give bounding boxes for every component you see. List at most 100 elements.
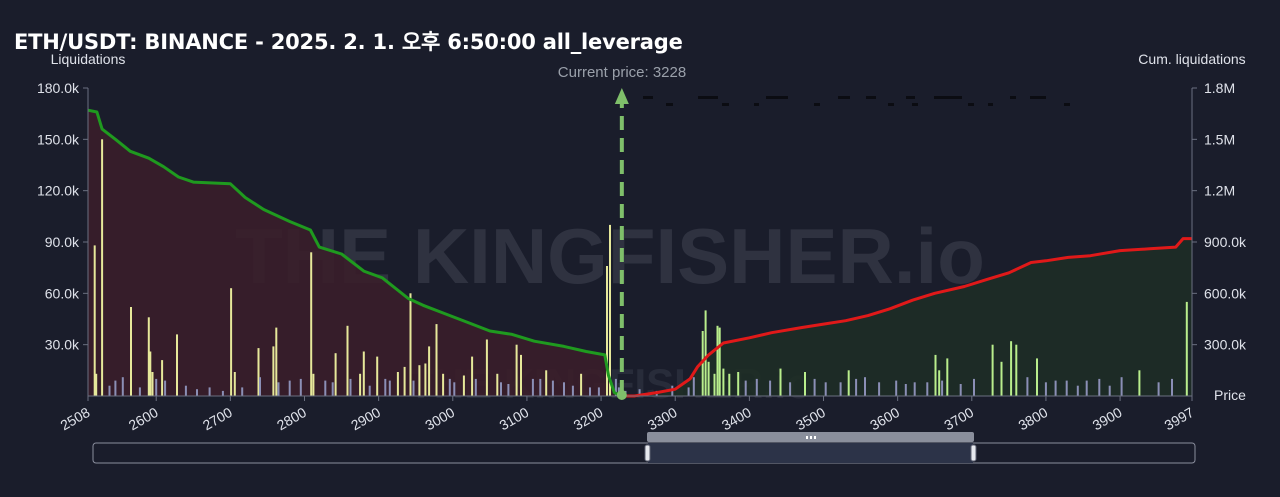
liquidation-bar-short xyxy=(769,380,772,396)
x-tick-label: 3997 xyxy=(1162,404,1197,434)
liquidation-bar-long xyxy=(563,382,565,396)
y-tick-label: 180.0k xyxy=(37,80,80,96)
liquidation-bar-short xyxy=(1108,385,1111,396)
liquidation-bar-long xyxy=(149,351,152,396)
liquidation-bar-long xyxy=(93,245,96,396)
range-slider-left-handle[interactable] xyxy=(644,444,651,462)
liquidation-bar-long xyxy=(147,317,150,396)
liquidation-bar-short xyxy=(707,361,710,396)
liquidation-bar-long xyxy=(589,387,591,396)
liquidation-bar-long xyxy=(331,382,334,396)
liquidation-bar-long xyxy=(388,380,391,396)
legend-remnant xyxy=(643,96,1070,106)
liquidation-bar-long xyxy=(208,387,211,396)
liquidation-bar-short xyxy=(1065,380,1068,396)
liquidation-bar-long xyxy=(442,373,445,396)
liquidation-bar-short xyxy=(701,331,704,396)
range-slider-window[interactable] xyxy=(648,443,973,463)
liquidation-bar-short xyxy=(687,387,690,396)
liquidation-bar-short xyxy=(1054,380,1057,396)
liquidation-bar-long xyxy=(257,348,260,396)
y2-tick-label: 600.0k xyxy=(1204,285,1247,301)
liquidation-bar-short xyxy=(1026,377,1029,396)
liquidation-bar-long xyxy=(471,356,474,396)
range-slider[interactable] xyxy=(92,432,1196,464)
liquidation-bar-short xyxy=(991,344,994,396)
liquidation-bar-short xyxy=(789,382,792,396)
liquidation-bar-long xyxy=(108,385,111,396)
liquidation-bar-long xyxy=(184,385,187,396)
y-axis-ticks: 30.0k 60.0k 90.0k 120.0k 150.0k 180.0k xyxy=(37,80,88,353)
liquidation-bar-long xyxy=(121,377,124,396)
liquidation-bar-long xyxy=(418,365,421,396)
liquidation-bars xyxy=(93,139,1188,397)
y-tick-label: 150.0k xyxy=(37,131,80,147)
liquidation-bar-short xyxy=(864,377,866,396)
liquidation-bar-long xyxy=(412,380,415,396)
x-tick-label: 2508 xyxy=(58,404,93,434)
y-tick-label: 120.0k xyxy=(37,183,80,199)
cum-long-line xyxy=(87,108,623,398)
liquidation-bar-long xyxy=(299,378,302,396)
liquidation-bar-long xyxy=(230,288,233,396)
liquidation-bar-long xyxy=(272,346,275,396)
liquidation-bar-long xyxy=(474,378,477,396)
liquidation-bar-short xyxy=(941,380,944,396)
liquidation-bar-long xyxy=(310,252,313,396)
liquidation-bar-long xyxy=(233,372,236,396)
liquidation-bar-long xyxy=(359,373,362,396)
liquidation-bar-short xyxy=(946,358,949,396)
x-tick-label: 3400 xyxy=(719,404,754,434)
liquidation-bar-long xyxy=(396,372,399,396)
y-axis-label: Liquidations xyxy=(51,51,126,67)
y2-tick-label: 1.5M xyxy=(1204,131,1235,147)
x-tick-label: 2700 xyxy=(200,404,235,434)
y2-axis-label: Cum. liquidations xyxy=(1138,51,1245,67)
liquidation-bar-short xyxy=(1015,344,1018,396)
liquidation-bar-long xyxy=(409,293,412,396)
liquidation-bar-long xyxy=(428,346,431,396)
liquidation-bar-short xyxy=(855,378,858,396)
liquidation-bar-short xyxy=(716,325,719,396)
x-tick-label: 2800 xyxy=(274,404,309,434)
liquidation-bar-short xyxy=(973,378,975,396)
liquidation-bar-short xyxy=(692,377,695,396)
liquidation-bar-long xyxy=(403,366,406,396)
liquidation-bar-short xyxy=(722,368,725,396)
liquidation-bar-long xyxy=(101,139,104,397)
y2-tick-label: 1.8M xyxy=(1204,80,1235,96)
range-slider-right-handle[interactable] xyxy=(970,444,977,462)
liquidation-bar-long xyxy=(346,325,349,396)
liquidation-bar-short xyxy=(847,370,850,396)
liquidation-bar-long xyxy=(151,372,154,396)
range-slider-track[interactable] xyxy=(92,442,1196,464)
liquidation-bar-long xyxy=(597,387,600,396)
x-tick-label: 3700 xyxy=(941,404,976,434)
liquidation-bar-long xyxy=(448,378,451,396)
y2-tick-label: 900.0k xyxy=(1204,234,1247,250)
current-price-dot xyxy=(616,390,627,400)
y-tick-label: 30.0k xyxy=(45,337,80,353)
liquidation-bar-short xyxy=(813,378,816,396)
liquidation-bar-long xyxy=(241,387,244,396)
liquidation-bar-long xyxy=(277,382,280,396)
x-tick-label: 3800 xyxy=(1015,404,1050,434)
x-tick-label: 3000 xyxy=(422,404,457,434)
liquidation-bar-long xyxy=(500,382,502,396)
liquidation-bar-short xyxy=(1120,377,1123,396)
chart-title: ETH/USDT: BINANCE - 2025. 2. 1. 오후 6:50:… xyxy=(14,30,683,54)
x-tick-label: 2900 xyxy=(348,404,383,434)
liquidation-bar-long xyxy=(551,380,554,396)
liquidation-bar-long xyxy=(130,307,132,396)
cumulative-lines xyxy=(87,108,1192,398)
liquidation-bar-long xyxy=(259,377,261,396)
liquidation-bar-long xyxy=(462,375,465,396)
liquidation-bar-short xyxy=(704,310,707,396)
liquidation-bar-long xyxy=(376,356,379,396)
liquidation-bar-long xyxy=(114,380,117,396)
liquidation-bar-short xyxy=(1157,382,1160,396)
current-price-label: Current price: 3228 xyxy=(558,64,686,81)
liquidation-bar-short xyxy=(1076,385,1079,396)
liquidation-bar-long xyxy=(362,351,365,396)
x-tick-label: 3500 xyxy=(793,404,828,434)
